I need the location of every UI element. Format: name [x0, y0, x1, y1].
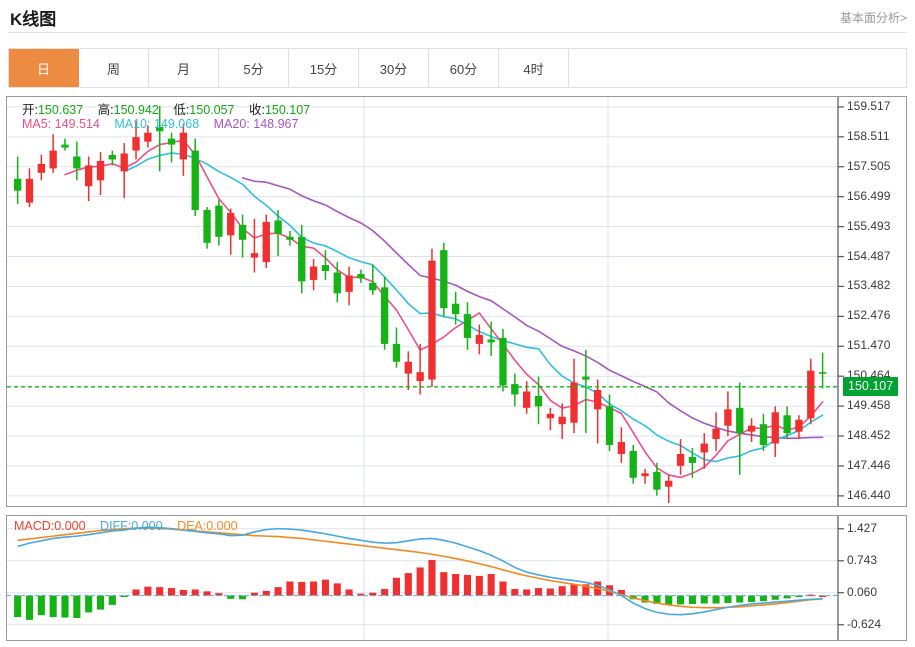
ohlc-legend: 开:150.637 高:150.942 低:150.057 收:150.107: [22, 99, 310, 118]
fundamental-analysis-link[interactable]: 基本面分析>: [839, 11, 907, 25]
price-axis-tick-label: 147.446: [847, 457, 891, 472]
timeframe-tabbar: 日 周 月 5分 15分 30分 60分 4时: [8, 48, 907, 88]
macd-axis-tick-label: -0.624: [847, 616, 882, 631]
dea-label: DEA:: [177, 519, 207, 533]
diff-value: 0.000: [131, 519, 163, 533]
dea-value: 0.000: [206, 519, 238, 533]
ma20-label: MA20:: [213, 117, 250, 131]
diff-label: DIFF:: [100, 519, 132, 533]
tab-30min[interactable]: 30分: [359, 49, 429, 87]
macd-label: MACD:: [14, 519, 55, 533]
macd-legend: MACD:0.000 DIFF:0.000 DEA:0.000: [14, 519, 238, 533]
open-value: 150.637: [37, 103, 84, 117]
price-axis-tick-label: 158.511: [847, 128, 890, 143]
close-label: 收:: [248, 103, 265, 117]
price-axis-tick-label: 153.482: [847, 278, 891, 293]
price-axis-tick-label: 151.470: [847, 338, 891, 353]
ma5-value: 149.514: [54, 117, 100, 131]
current-price-tag: 150.107: [843, 376, 899, 396]
page-header: K线图 基本面分析>: [0, 0, 915, 32]
tabbar-filler: [569, 49, 906, 87]
tab-60min[interactable]: 60分: [429, 49, 499, 87]
ma5-label: MA5:: [22, 117, 52, 131]
close-value: 150.107: [264, 103, 311, 117]
price-chart-canvas: [7, 97, 844, 506]
price-axis-tick-label: 154.487: [847, 248, 891, 263]
macd-chart-canvas: [7, 516, 844, 640]
macd-chart-panel[interactable]: [6, 515, 907, 641]
tab-4hour[interactable]: 4时: [499, 49, 569, 87]
tab-week[interactable]: 周: [79, 49, 149, 87]
low-value: 150.057: [189, 103, 235, 117]
macd-axis-tick-label: 1.427: [847, 520, 878, 535]
price-axis-tick-label: 146.440: [847, 487, 891, 502]
tab-day[interactable]: 日: [9, 49, 79, 87]
ma20-value: 148.967: [253, 117, 299, 131]
ma10-value: 149.068: [153, 117, 200, 131]
ma10-label: MA10:: [114, 117, 151, 131]
header-divider: [8, 32, 907, 33]
open-label: 开:: [22, 103, 38, 117]
price-axis-tick-label: 148.452: [847, 428, 891, 443]
high-label: 高:: [97, 103, 114, 117]
price-axis-tick-label: 149.458: [847, 398, 891, 413]
macd-value: 0.000: [54, 519, 86, 533]
tab-15min[interactable]: 15分: [289, 49, 359, 87]
tab-month[interactable]: 月: [149, 49, 219, 87]
macd-axis-tick-label: 0.743: [847, 552, 878, 567]
page-title: K线图: [10, 10, 57, 29]
moving-average-legend: MA5: 149.514 MA10: 149.068 MA20: 148.967: [22, 117, 298, 131]
price-chart-panel[interactable]: [6, 96, 907, 507]
low-label: 低:: [173, 103, 190, 117]
price-axis-tick-label: 157.505: [847, 158, 891, 173]
price-axis-tick-label: 156.499: [847, 188, 891, 203]
high-value: 150.942: [113, 103, 159, 117]
price-axis-tick-label: 155.493: [847, 218, 891, 233]
price-axis-tick-label: 159.517: [847, 98, 891, 113]
tab-5min[interactable]: 5分: [219, 49, 289, 87]
macd-axis-tick-label: 0.060: [847, 584, 878, 599]
price-axis-tick-label: 152.476: [847, 308, 891, 323]
